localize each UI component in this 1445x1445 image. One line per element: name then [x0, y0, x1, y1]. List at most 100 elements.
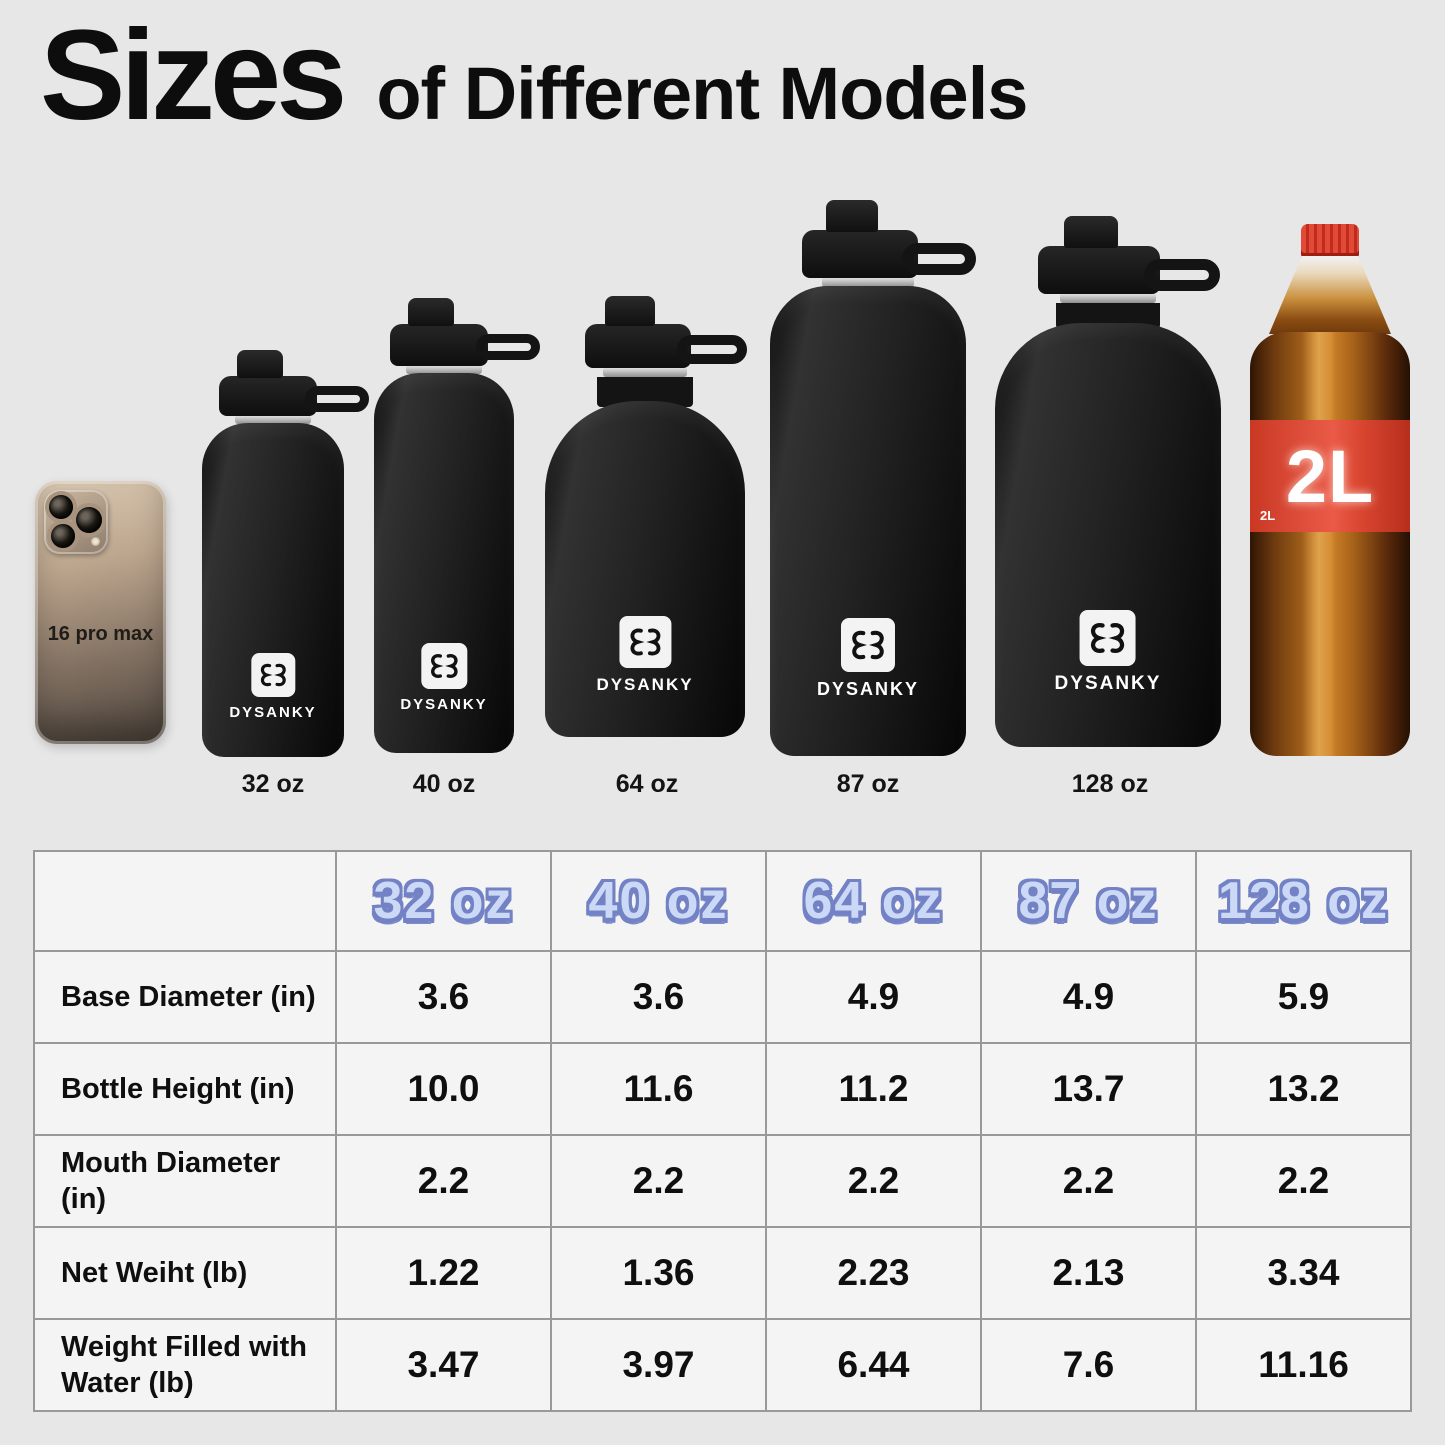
spec-cell: 7.6 [982, 1320, 1197, 1412]
col-header-label: 128 oz [1218, 872, 1389, 930]
row-label-mouth-diameter: Mouth Diameter (in) [35, 1136, 337, 1228]
cap-handle [902, 243, 976, 275]
brand-logo: DYSANKY [596, 616, 693, 695]
row-label-filled-weight: Weight Filled with Water (lb) [35, 1320, 337, 1412]
steel-rim [1060, 293, 1156, 303]
spec-cell: 11.16 [1197, 1320, 1412, 1412]
bottle-body: DYSANKY [374, 373, 514, 753]
brand-logo: DYSANKY [400, 643, 487, 713]
bottle-body: DYSANKY [545, 401, 745, 737]
brand-logo-icon [420, 643, 467, 689]
camera-lens-icon [51, 524, 75, 548]
bottle-body: DYSANKY [995, 323, 1221, 747]
spec-cell: 4.9 [767, 952, 982, 1044]
bottle-cap [1038, 246, 1220, 294]
soda-body: 2L 2L [1250, 332, 1410, 756]
spec-cell: 2.13 [982, 1228, 1197, 1320]
spec-cell: 3.47 [337, 1320, 552, 1412]
phone-16-pro-max: 16 pro max [35, 481, 166, 744]
bottle-cap-spout [605, 296, 655, 326]
col-header-label: 87 oz [1018, 872, 1159, 930]
soda-label-2l: 2L [1285, 434, 1375, 518]
size-caption-40oz: 40 oz [412, 770, 476, 798]
spec-table: 32 oz 40 oz 64 oz 87 oz 128 oz Base Diam… [33, 850, 1412, 1412]
bottle-cap-spout [408, 298, 454, 326]
brand-logo: DYSANKY [1055, 610, 1162, 695]
size-caption-87oz: 87 oz [836, 770, 900, 798]
bottle-cap [390, 324, 540, 366]
row-label-base-diameter: Base Diameter (in) [35, 952, 337, 1044]
table-corner-cell [35, 852, 337, 952]
spec-cell: 3.34 [1197, 1228, 1412, 1320]
bottle-128oz: DYSANKY [995, 216, 1221, 747]
spec-cell: 3.6 [337, 952, 552, 1044]
brand-logo-icon [1080, 610, 1136, 666]
bottle-40oz: DYSANKY [374, 298, 540, 753]
phone-label: 16 pro max [47, 623, 154, 645]
col-header-64oz: 64 oz [767, 852, 982, 952]
product-lineup: 16 pro max DYSANKY [35, 200, 1410, 798]
size-caption-32oz: 32 oz [241, 770, 305, 798]
row-label-net-weight: Net Weiht (lb) [35, 1228, 337, 1320]
soda-highlight [1302, 332, 1336, 756]
brand-logo-icon [250, 653, 295, 697]
soda-label: 2L 2L [1250, 420, 1410, 532]
col-header-label: 40 oz [588, 872, 729, 930]
spec-cell: 13.2 [1197, 1044, 1412, 1136]
spec-cell: 13.7 [982, 1044, 1197, 1136]
spec-cell: 3.6 [552, 952, 767, 1044]
spec-cell: 2.2 [982, 1136, 1197, 1228]
phone-camera-module [44, 490, 108, 554]
bottle-87oz: DYSANKY [770, 200, 976, 756]
brand-logo-icon [619, 616, 671, 668]
spec-cell: 2.2 [1197, 1136, 1412, 1228]
title-sub: of Different Models [376, 52, 1028, 135]
spec-cell: 2.2 [552, 1136, 767, 1228]
spec-cell: 1.36 [552, 1228, 767, 1320]
bottle-32oz: DYSANKY [202, 350, 369, 757]
steel-rim [406, 365, 482, 374]
spec-cell: 5.9 [1197, 952, 1412, 1044]
bottle-cap-spout [826, 200, 878, 232]
col-header-40oz: 40 oz [552, 852, 767, 952]
spec-cell: 2.2 [767, 1136, 982, 1228]
spec-cell: 3.97 [552, 1320, 767, 1412]
spec-cell: 1.22 [337, 1228, 552, 1320]
size-caption-64oz: 64 oz [615, 770, 679, 798]
bottle-body: DYSANKY [770, 286, 966, 756]
col-header-32oz: 32 oz [337, 852, 552, 952]
bottle-cap [585, 324, 747, 368]
spec-cell: 11.2 [767, 1044, 982, 1136]
brand-name: DYSANKY [400, 696, 488, 713]
soda-cap [1301, 224, 1359, 258]
soda-label-small-2l: 2L [1260, 508, 1276, 523]
spec-cell: 10.0 [337, 1044, 552, 1136]
col-header-label: 32 oz [373, 872, 514, 930]
brand-name: DYSANKY [1054, 673, 1162, 694]
cap-handle [1144, 259, 1220, 291]
col-header-128oz: 128 oz [1197, 852, 1412, 952]
camera-lens-icon [49, 495, 73, 519]
camera-flash-icon [91, 537, 100, 546]
spec-cell: 11.6 [552, 1044, 767, 1136]
spec-cell: 2.23 [767, 1228, 982, 1320]
bottle-cap [219, 376, 369, 416]
page-title: Sizes of Different Models [40, 2, 1028, 149]
brand-name: DYSANKY [596, 675, 694, 694]
bottle-cap [802, 230, 976, 278]
spec-cell: 6.44 [767, 1320, 982, 1412]
title-main: Sizes [40, 4, 347, 147]
steel-rim [822, 277, 914, 287]
steel-rim [235, 415, 311, 424]
bottle-64oz: DYSANKY [545, 296, 747, 737]
bottle-body: DYSANKY [202, 423, 344, 757]
spec-cell: 2.2 [337, 1136, 552, 1228]
col-header-87oz: 87 oz [982, 852, 1197, 952]
brand-logo: DYSANKY [817, 618, 919, 700]
soda-neck [1269, 256, 1391, 334]
bottle-cap-spout [1064, 216, 1118, 248]
size-caption-128oz: 128 oz [1071, 770, 1149, 798]
cap-handle [677, 335, 747, 364]
brand-logo-icon [840, 618, 895, 672]
